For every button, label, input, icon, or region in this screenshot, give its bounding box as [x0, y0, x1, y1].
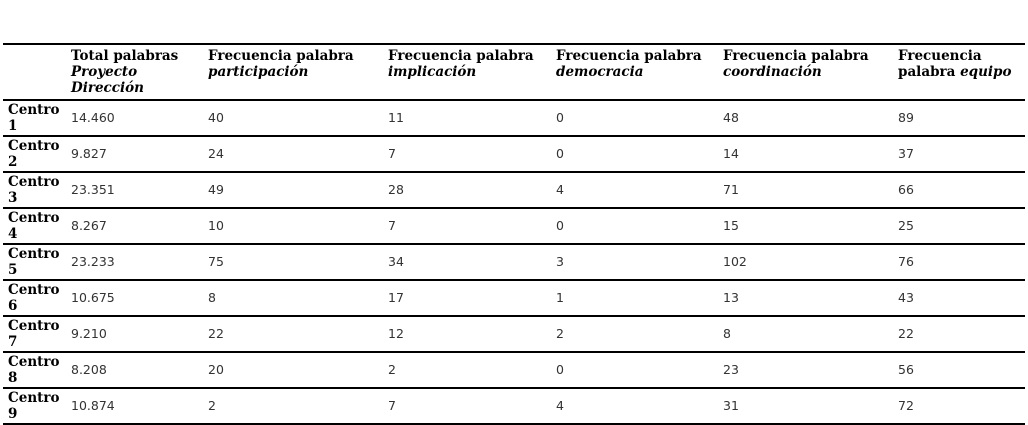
cell-democracia: 4: [550, 388, 717, 425]
cell-participacion: 40: [202, 100, 382, 137]
cell-participacion: 75: [202, 244, 382, 281]
cell-coordinacion: 102: [717, 244, 892, 281]
row-label: Centro 1: [3, 100, 65, 137]
cell-implicacion: 12: [382, 316, 550, 353]
cell-total: 10.874: [65, 388, 202, 425]
cell-implicacion: 17: [382, 280, 550, 317]
cell-coordinacion: 14: [717, 136, 892, 173]
col-header-text: Total palabras: [71, 48, 179, 64]
cell-equipo: 89: [892, 100, 1025, 137]
col-header-democracia: Frecuencia palabra democracia: [550, 43, 717, 101]
cell-participacion: 24: [202, 136, 382, 173]
cell-implicacion: 11: [382, 100, 550, 137]
cell-implicacion: 7: [382, 208, 550, 245]
col-header-text: Frecuencia palabra: [898, 48, 982, 80]
row-label: Centro 4: [3, 208, 65, 245]
cell-democracia: 0: [550, 208, 717, 245]
cell-democracia: 0: [550, 136, 717, 173]
row-label: Centro 6: [3, 280, 65, 317]
col-header-implicacion: Frecuencia palabra implicación: [382, 43, 550, 101]
table-row-centro-8: Centro 8 8.208 20 2 0 23 56: [3, 352, 1025, 389]
cell-equipo: 66: [892, 172, 1025, 209]
table-header: Total palabras Proyecto Dirección Frecue…: [3, 43, 1025, 101]
cell-coordinacion: 15: [717, 208, 892, 245]
col-header-participacion: Frecuencia palabra participación: [202, 43, 382, 101]
cell-total: 23.351: [65, 172, 202, 209]
cell-implicacion: 7: [382, 136, 550, 173]
col-header-text: Frecuencia palabra: [388, 48, 534, 64]
row-label: Centro 8: [3, 352, 65, 389]
cell-participacion: 49: [202, 172, 382, 209]
corner-cell: [3, 43, 65, 101]
cell-coordinacion: 48: [717, 100, 892, 137]
cell-participacion: 22: [202, 316, 382, 353]
table-row-centro-9: Centro 9 10.874 2 7 4 31 72: [3, 388, 1025, 425]
col-header-italic: participación: [208, 64, 309, 80]
cell-coordinacion: 23: [717, 352, 892, 389]
cell-total: 23.233: [65, 244, 202, 281]
cell-participacion: 20: [202, 352, 382, 389]
table-row-centro-2: Centro 2 9.827 24 7 0 14 37: [3, 136, 1025, 173]
row-label: Centro 2: [3, 136, 65, 173]
cell-coordinacion: 13: [717, 280, 892, 317]
page: { "colors": { "background": "#ffffff", "…: [3, 43, 1025, 425]
cell-coordinacion: 8: [717, 316, 892, 353]
table-row-centro-5: Centro 5 23.233 75 34 3 102 76: [3, 244, 1025, 281]
table-row-centro-1: Centro 1 14.460 40 11 0 48 89: [3, 100, 1025, 137]
cell-implicacion: 7: [382, 388, 550, 425]
cell-equipo: 76: [892, 244, 1025, 281]
col-header-text: Frecuencia palabra: [556, 48, 702, 64]
cell-equipo: 37: [892, 136, 1025, 173]
cell-democracia: 0: [550, 100, 717, 137]
cell-democracia: 4: [550, 172, 717, 209]
cell-equipo: 72: [892, 388, 1025, 425]
col-header-text: Frecuencia palabra: [208, 48, 354, 64]
word-frequency-table: Total palabras Proyecto Dirección Frecue…: [3, 43, 1025, 425]
cell-coordinacion: 71: [717, 172, 892, 209]
table-row-centro-3: Centro 3 23.351 49 28 4 71 66: [3, 172, 1025, 209]
cell-equipo: 25: [892, 208, 1025, 245]
col-header-italic: democracia: [556, 64, 644, 80]
cell-coordinacion: 31: [717, 388, 892, 425]
col-header-italic: Proyecto Dirección: [71, 64, 144, 96]
table-row-centro-6: Centro 6 10.675 8 17 1 13 43: [3, 280, 1025, 317]
cell-democracia: 0: [550, 352, 717, 389]
cell-participacion: 2: [202, 388, 382, 425]
row-label: Centro 7: [3, 316, 65, 353]
cell-equipo: 22: [892, 316, 1025, 353]
cell-total: 14.460: [65, 100, 202, 137]
col-header-italic: coordinación: [723, 64, 822, 80]
cell-participacion: 8: [202, 280, 382, 317]
row-label: Centro 9: [3, 388, 65, 425]
cell-democracia: 1: [550, 280, 717, 317]
cell-implicacion: 28: [382, 172, 550, 209]
col-header-equipo: Frecuencia palabra equipo: [892, 43, 1025, 101]
cell-total: 10.675: [65, 280, 202, 317]
cell-equipo: 56: [892, 352, 1025, 389]
cell-total: 8.208: [65, 352, 202, 389]
cell-total: 9.210: [65, 316, 202, 353]
col-header-coordinacion: Frecuencia palabra coordinación: [717, 43, 892, 101]
col-header-italic: implicación: [388, 64, 477, 80]
table-body: Centro 1 14.460 40 11 0 48 89 Centro 2 9…: [3, 100, 1025, 425]
table-row-centro-4: Centro 4 8.267 10 7 0 15 25: [3, 208, 1025, 245]
header-row: Total palabras Proyecto Dirección Frecue…: [3, 43, 1025, 101]
cell-democracia: 2: [550, 316, 717, 353]
cell-total: 8.267: [65, 208, 202, 245]
cell-democracia: 3: [550, 244, 717, 281]
col-header-italic: equipo: [960, 64, 1012, 80]
col-header-text: Frecuencia palabra: [723, 48, 869, 64]
cell-participacion: 10: [202, 208, 382, 245]
cell-total: 9.827: [65, 136, 202, 173]
table-row-centro-7: Centro 7 9.210 22 12 2 8 22: [3, 316, 1025, 353]
row-label: Centro 5: [3, 244, 65, 281]
col-header-total-palabras: Total palabras Proyecto Dirección: [65, 43, 202, 101]
cell-implicacion: 2: [382, 352, 550, 389]
cell-equipo: 43: [892, 280, 1025, 317]
row-label: Centro 3: [3, 172, 65, 209]
cell-implicacion: 34: [382, 244, 550, 281]
